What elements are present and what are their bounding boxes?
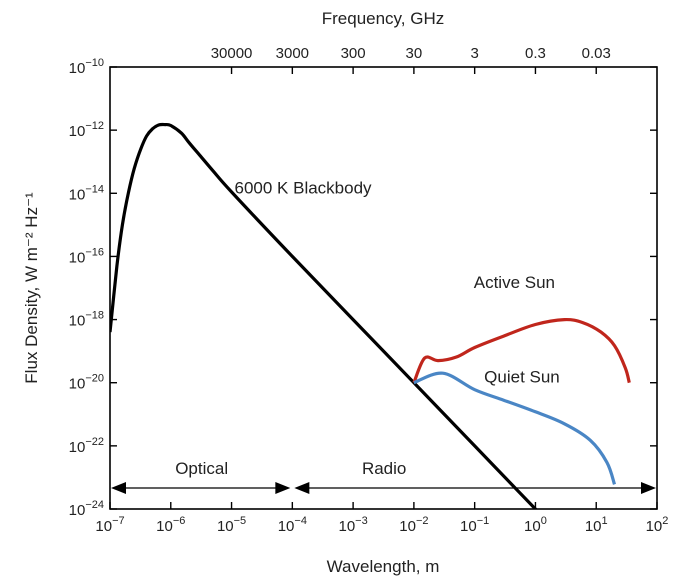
region-label: Optical — [175, 459, 228, 478]
y-tick-label: 10−18 — [69, 310, 104, 330]
x-tick-label: 10−7 — [95, 515, 124, 535]
top-tick-label: 300 — [341, 45, 366, 62]
series-line — [412, 317, 631, 384]
y-tick-label: 10−22 — [69, 436, 104, 456]
x-tick-label: 10−2 — [399, 515, 428, 535]
top-tick-label: 30 — [406, 45, 423, 62]
y-tick-label: 10−12 — [69, 120, 104, 140]
top-tick-label: 3000 — [276, 45, 309, 62]
y-axis-title: Flux Density, W m⁻² Hz⁻¹ — [22, 192, 41, 384]
series-annotation: Quiet Sun — [484, 368, 560, 387]
annotations: 6000 K Blackbody Active Sun Quiet Sun — [235, 178, 560, 386]
x-tick-label: 10−4 — [278, 515, 307, 535]
y-tick-label: 10−20 — [69, 373, 104, 393]
region-label: Radio — [362, 459, 406, 478]
top-tick-label: 30000 — [211, 45, 253, 62]
x-tick-label: 101 — [585, 515, 608, 535]
top-tick-labels: 30000 3000 300 30 3 0.3 0.03 — [211, 45, 611, 62]
top-tick-label: 3 — [470, 45, 478, 62]
series-lines — [110, 122, 631, 509]
y-tick-label: 10−24 — [69, 499, 104, 519]
series-line — [110, 122, 538, 509]
y-tick-label: 10−10 — [69, 57, 104, 77]
tick-marks — [109, 66, 658, 510]
plot-frame — [109, 66, 658, 510]
x-tick-label: 10−5 — [217, 515, 246, 535]
series-line — [413, 371, 617, 485]
x-tick-label: 10−1 — [460, 515, 489, 535]
region-arrows: Optical Radio — [111, 459, 656, 494]
y-tick-label: 10−16 — [69, 246, 104, 266]
arrow-head — [294, 482, 310, 494]
top-tick-label: 0.3 — [525, 45, 546, 62]
y-tick-labels: 10−10 10−12 10−14 10−16 10−18 10−20 10−22 10−24 — [69, 57, 104, 519]
plot-area — [109, 66, 658, 510]
arrow-head — [111, 482, 126, 494]
x-tick-label: 100 — [524, 515, 547, 535]
x-tick-label: 10−6 — [156, 515, 185, 535]
arrow-head — [641, 482, 656, 494]
y-tick-label: 10−14 — [69, 183, 104, 203]
x-tick-labels: 10−7 10−6 10−5 10−4 10−3 10−2 10−1 100 101 102 — [95, 515, 668, 535]
series-annotation: 6000 K Blackbody — [235, 178, 373, 197]
x-axis-title: Wavelength, m — [327, 557, 440, 576]
series-annotation: Active Sun — [474, 273, 555, 292]
top-tick-label: 0.03 — [582, 45, 611, 62]
x-tick-label: 10−3 — [338, 515, 367, 535]
arrow-head — [275, 482, 291, 494]
x-tick-label: 102 — [646, 515, 669, 535]
top-axis-title: Frequency, GHz — [322, 9, 445, 28]
